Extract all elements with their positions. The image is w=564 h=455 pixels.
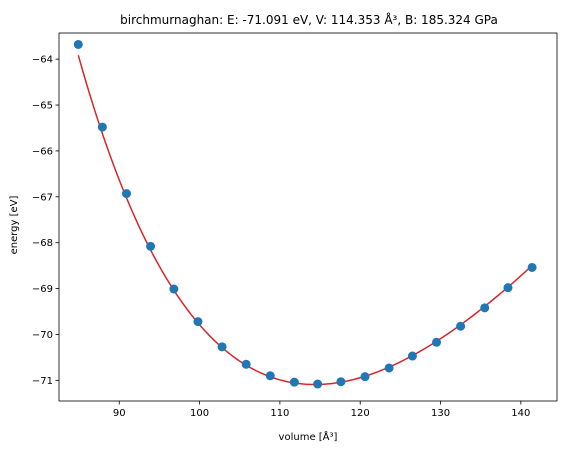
fit-curve — [77, 54, 533, 386]
y-tick-label: −69 — [32, 284, 53, 295]
data-point — [407, 351, 417, 361]
x-axis-label: volume [Å³] — [279, 430, 338, 443]
x-tick-label: 110 — [270, 408, 289, 419]
x-axis-ticks: 90 100 110 120 130 140 — [113, 401, 530, 419]
x-tick-label: 90 — [113, 408, 126, 419]
data-point — [480, 303, 490, 313]
x-tick-label: 120 — [351, 408, 370, 419]
data-point — [193, 317, 203, 327]
data-point — [73, 39, 83, 49]
y-tick-label: −71 — [32, 376, 53, 387]
y-tick-label: −70 — [32, 330, 53, 341]
y-tick-label: −68 — [32, 238, 53, 249]
data-point — [336, 377, 346, 387]
data-point — [456, 321, 466, 331]
data-point — [432, 337, 442, 347]
y-tick-label: −65 — [32, 101, 53, 112]
chart-title: birchmurnaghan: E: -71.091 eV, V: 114.35… — [120, 12, 498, 27]
plot-area — [58, 32, 558, 402]
axes-frame — [58, 32, 558, 402]
x-tick-label: 140 — [511, 408, 530, 419]
data-point — [169, 284, 179, 294]
data-point — [313, 379, 323, 389]
y-tick-label: −67 — [32, 192, 53, 203]
x-tick-label: 100 — [190, 408, 209, 419]
data-point — [527, 262, 537, 272]
x-tick-label: 130 — [431, 408, 450, 419]
data-point — [121, 189, 131, 199]
data-point — [265, 371, 275, 381]
data-point — [384, 363, 394, 373]
y-tick-label: −66 — [32, 146, 53, 157]
data-point — [289, 377, 299, 387]
y-axis-ticks: −64 −65 −66 −67 −68 −69 −70 −71 — [32, 55, 59, 387]
y-tick-label: −64 — [32, 55, 53, 66]
data-point — [503, 283, 513, 293]
y-axis-label: energy [eV] — [9, 195, 20, 254]
data-point — [97, 122, 107, 132]
data-point — [146, 241, 156, 251]
data-point — [217, 342, 227, 352]
data-point — [241, 359, 251, 369]
data-point — [360, 372, 370, 382]
